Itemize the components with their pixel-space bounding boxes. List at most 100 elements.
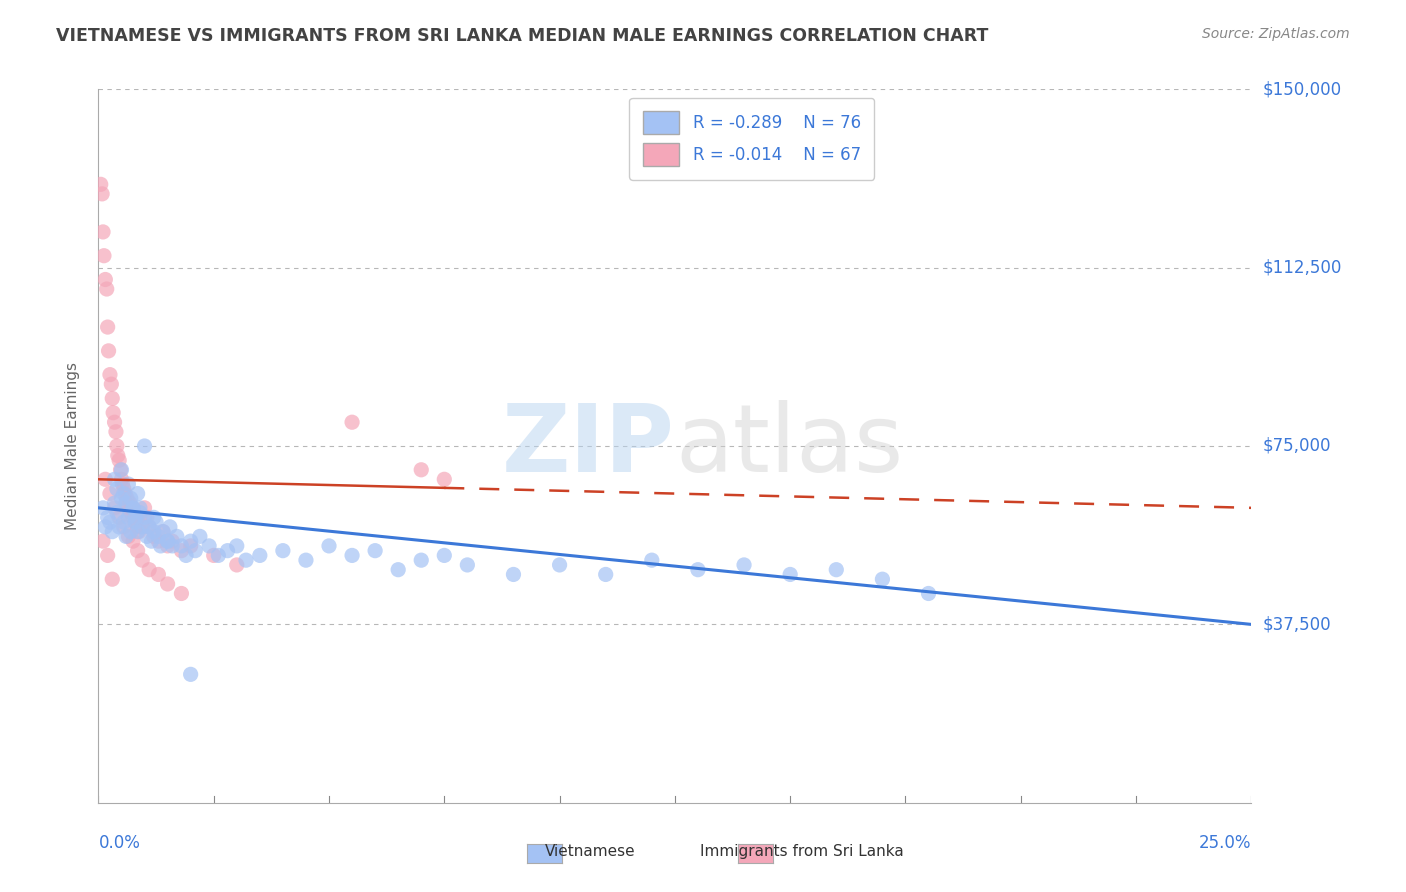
Point [124, 506, 146, 520]
Point [101, 572, 124, 586]
Point [129, 500, 152, 515]
Y-axis label: Median Male Earnings: Median Male Earnings [65, 362, 80, 530]
Point [156, 539, 179, 553]
Point [120, 491, 142, 506]
Point [340, 415, 363, 429]
Point [148, 534, 170, 549]
Point [127, 543, 149, 558]
Point [148, 567, 170, 582]
Point [159, 520, 181, 534]
Point [134, 500, 156, 515]
Point [138, 520, 160, 534]
Point [122, 510, 145, 524]
Point [170, 543, 193, 558]
Point [97, 343, 120, 358]
Text: $75,000: $75,000 [1263, 437, 1331, 455]
Point [124, 515, 146, 529]
Text: $150,000: $150,000 [1263, 80, 1341, 98]
Point [115, 496, 138, 510]
Point [872, 572, 894, 586]
Point [142, 524, 165, 539]
Point [217, 543, 239, 558]
Point [225, 539, 247, 553]
Point [98, 368, 121, 382]
Point [207, 549, 229, 563]
Point [156, 577, 179, 591]
Point [103, 496, 125, 510]
Point [917, 586, 939, 600]
Point [117, 477, 139, 491]
Point [127, 520, 149, 534]
Point [184, 543, 207, 558]
Point [103, 472, 125, 486]
Point [91, 500, 114, 515]
Point [117, 500, 139, 515]
Point [433, 549, 456, 563]
Point [117, 510, 139, 524]
Text: $37,500: $37,500 [1263, 615, 1331, 633]
Point [124, 515, 146, 529]
Point [105, 506, 128, 520]
Point [122, 500, 145, 515]
Text: 0.0%: 0.0% [98, 834, 141, 852]
Point [134, 510, 156, 524]
Point [149, 539, 172, 553]
Point [121, 500, 143, 515]
Point [142, 510, 165, 524]
Point [170, 539, 193, 553]
Point [94, 272, 117, 286]
Point [141, 534, 163, 549]
Point [131, 553, 153, 567]
Point [108, 453, 131, 467]
Point [115, 496, 138, 510]
Point [112, 515, 135, 529]
Point [108, 520, 131, 534]
Point [115, 491, 138, 506]
Point [160, 539, 183, 553]
Point [107, 449, 129, 463]
Point [166, 529, 188, 543]
Point [91, 534, 114, 549]
Point [122, 534, 145, 549]
Point [127, 486, 149, 500]
Point [271, 543, 294, 558]
Point [110, 463, 132, 477]
Point [152, 524, 174, 539]
Point [160, 534, 183, 549]
Point [114, 486, 136, 500]
Point [135, 529, 157, 543]
Point [94, 472, 117, 486]
Point [502, 567, 524, 582]
Point [117, 529, 139, 543]
Point [318, 539, 340, 553]
Point [122, 500, 145, 515]
Text: Vietnamese: Vietnamese [546, 845, 636, 859]
Point [98, 486, 121, 500]
Point [110, 472, 132, 486]
Point [101, 392, 124, 406]
Text: VIETNAMESE VS IMMIGRANTS FROM SRI LANKA MEDIAN MALE EARNINGS CORRELATION CHART: VIETNAMESE VS IMMIGRANTS FROM SRI LANKA … [56, 27, 988, 45]
Text: ZIP: ZIP [502, 400, 675, 492]
Point [411, 553, 433, 567]
Point [134, 439, 156, 453]
Point [131, 520, 153, 534]
Point [595, 567, 617, 582]
Point [142, 529, 165, 543]
Point [101, 524, 124, 539]
Point [340, 549, 363, 563]
Point [97, 549, 120, 563]
Point [156, 534, 179, 549]
Point [202, 549, 225, 563]
Point [387, 563, 409, 577]
Point [686, 563, 709, 577]
Point [295, 553, 318, 567]
Text: Source: ZipAtlas.com: Source: ZipAtlas.com [1202, 27, 1350, 41]
Point [97, 510, 120, 524]
Point [180, 667, 202, 681]
Point [180, 539, 202, 553]
Point [103, 500, 125, 515]
Point [93, 249, 115, 263]
Point [128, 524, 150, 539]
Point [101, 406, 124, 420]
Point [91, 225, 114, 239]
